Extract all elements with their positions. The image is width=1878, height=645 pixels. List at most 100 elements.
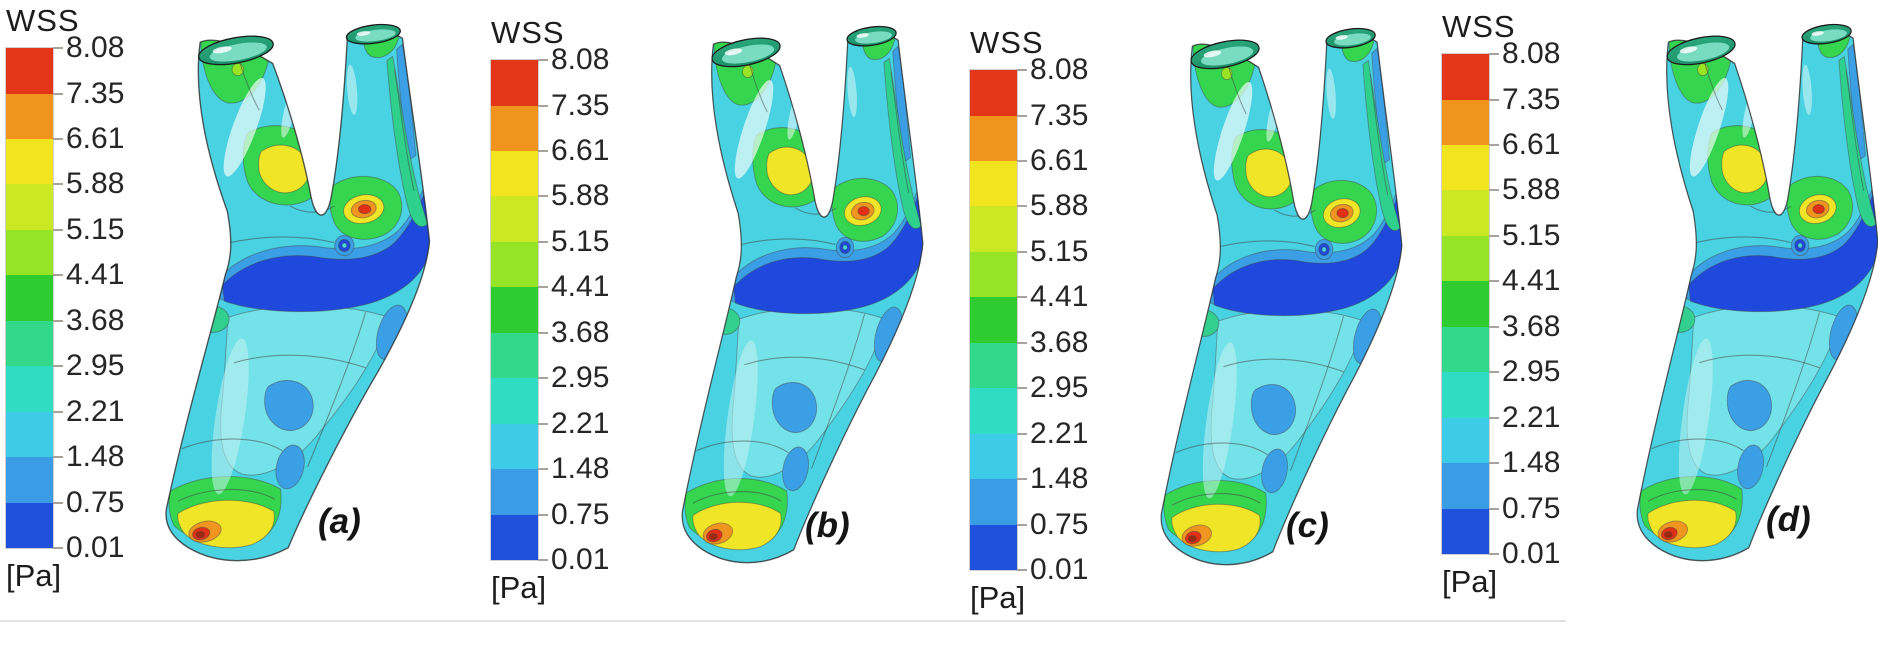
colorbar-tick: 3.68 — [1489, 309, 1561, 343]
colorbar-band — [491, 151, 538, 197]
colorbar-tick-label: 2.95 — [1502, 355, 1561, 389]
colorbar-band — [6, 502, 53, 549]
colorbar — [6, 48, 53, 549]
colorbar-tick-label: 2.21 — [1030, 416, 1089, 450]
colorbar-tick-label: 7.35 — [66, 76, 125, 110]
tick-mark — [1017, 69, 1027, 72]
colorbar-tick: 0.01 — [538, 544, 609, 576]
colorbar-tick: 0.75 — [1017, 508, 1088, 541]
tick-mark — [1489, 416, 1499, 419]
colorbar-tick-label: 0.75 — [551, 497, 610, 531]
colorbar-tick: 1.48 — [1489, 447, 1560, 479]
colorbar-tick: 5.88 — [538, 180, 609, 212]
tick-mark — [1017, 160, 1027, 162]
colorbar-tick: 8.08 — [538, 44, 609, 76]
tick-mark — [53, 547, 63, 550]
colorbar-tick: 2.21 — [53, 395, 124, 428]
tick-mark — [53, 92, 63, 95]
panel-c: WSS 8.08 7.35 6.61 5.88 5.15 4.41 3.68 2.95 2.21… — [938, 0, 1408, 645]
colorbar-tick-label: 8.08 — [1030, 53, 1089, 87]
tick-mark — [53, 274, 63, 277]
colorbar-tick: 2.21 — [1017, 416, 1089, 450]
colorbar-band — [1442, 508, 1489, 555]
tick-mark — [53, 47, 63, 50]
colorbar-band — [970, 115, 1017, 161]
colorbar-tick-label: 2.21 — [551, 406, 610, 440]
colorbar — [1442, 54, 1489, 555]
colorbar-tick: 5.88 — [1017, 190, 1088, 222]
colorbar-tick: 5.15 — [53, 213, 124, 246]
colorbar-tick-label: 7.35 — [551, 88, 610, 122]
colorbar-band — [1442, 190, 1489, 236]
colorbar-band — [491, 378, 538, 424]
colorbar-band — [970, 388, 1017, 434]
tick-mark — [1017, 387, 1027, 390]
panel-label: (a) — [318, 502, 361, 541]
colorbar-band — [1442, 235, 1489, 282]
colorbar-band — [491, 423, 538, 470]
colorbar-tick-label: 3.68 — [1502, 309, 1561, 343]
legend-unit: [Pa] — [1442, 564, 1498, 600]
legend-unit: [Pa] — [6, 558, 62, 594]
colorbar-tick: 4.41 — [1489, 265, 1560, 297]
colorbar-band — [6, 48, 53, 94]
colorbar-tick: 3.68 — [538, 316, 609, 349]
tick-mark — [53, 410, 63, 413]
colorbar-tick-label: 6.61 — [1502, 128, 1561, 161]
tick-mark — [1489, 98, 1499, 101]
tick-mark — [538, 240, 548, 243]
colorbar-tick: 0.01 — [1489, 538, 1560, 570]
tick-mark — [538, 286, 548, 289]
colorbar-tick: 3.68 — [53, 304, 124, 337]
colorbar-tick: 4.41 — [1017, 281, 1088, 313]
colorbar-band — [491, 105, 538, 151]
colorbar-tick-label: 4.41 — [551, 270, 610, 304]
colorbar-tick-label: 8.08 — [551, 43, 610, 77]
colorbar-band — [6, 320, 53, 367]
colorbar-body: 8.08 7.35 6.61 5.88 5.15 4.41 3.68 2.95 2.21 1.48… — [491, 44, 623, 576]
tick-mark — [1017, 250, 1027, 253]
colorbar-tick: 5.15 — [1489, 219, 1560, 252]
tick-mark — [53, 228, 63, 231]
tick-mark — [1489, 371, 1499, 374]
colorbar-band — [1442, 99, 1489, 145]
colorbar-legend: WSS 8.08 7.35 6.61 5.88 5.15 4.41 3.68 2.95 2.21… — [491, 15, 623, 606]
tick-mark — [1017, 432, 1027, 435]
colorbar-ticks: 8.08 7.35 6.61 5.88 5.15 4.41 3.68 2.95 2.21 1.48… — [538, 44, 622, 576]
colorbar-body: 8.08 7.35 6.61 5.88 5.15 4.41 3.68 2.95 2.21 1.48… — [970, 54, 1102, 586]
colorbar-tick-label: 7.35 — [1030, 98, 1089, 132]
artery-contour-plot — [663, 16, 937, 572]
colorbar-tick: 8.08 — [1017, 54, 1088, 86]
artery-contour-plot — [145, 14, 445, 570]
colorbar-tick: 5.88 — [1489, 174, 1560, 206]
artery-contour-plot — [1142, 18, 1416, 574]
panel-d: WSS 8.08 7.35 6.61 5.88 5.15 4.41 3.68 2.95 2.21… — [1408, 0, 1878, 645]
colorbar-tick-label: 8.08 — [1502, 37, 1561, 71]
colorbar-tick: 0.75 — [1489, 492, 1560, 525]
colorbar-tick: 8.08 — [1489, 38, 1560, 70]
colorbar — [970, 70, 1017, 571]
colorbar-tick-label: 5.88 — [551, 179, 610, 213]
colorbar-band — [970, 342, 1017, 389]
colorbar-tick-label: 4.41 — [66, 258, 125, 292]
panel-b: WSS 8.08 7.35 6.61 5.88 5.15 4.41 3.68 2.95 2.21… — [469, 0, 939, 645]
colorbar-band — [491, 287, 538, 333]
colorbar-tick-label: 0.01 — [66, 531, 125, 565]
colorbar-tick: 1.48 — [538, 453, 609, 485]
colorbar-tick: 0.01 — [1017, 554, 1088, 586]
legend-title: WSS — [1442, 9, 1516, 44]
colorbar-legend: WSS 8.08 7.35 6.61 5.88 5.15 4.41 3.68 2.95 2.21… — [1442, 9, 1574, 600]
colorbar-band — [491, 514, 538, 561]
legend-title: WSS — [491, 15, 565, 50]
colorbar-band — [491, 469, 538, 515]
colorbar-band — [1442, 417, 1489, 464]
legend-unit: [Pa] — [491, 570, 547, 606]
colorbar-band — [491, 60, 538, 106]
tick-mark — [1017, 341, 1027, 344]
tick-mark — [53, 319, 63, 322]
colorbar-tick-label: 5.88 — [1502, 173, 1561, 207]
colorbar-tick-label: 6.61 — [1030, 144, 1089, 177]
colorbar-band — [491, 332, 538, 379]
colorbar-tick-label: 3.68 — [1030, 325, 1089, 359]
